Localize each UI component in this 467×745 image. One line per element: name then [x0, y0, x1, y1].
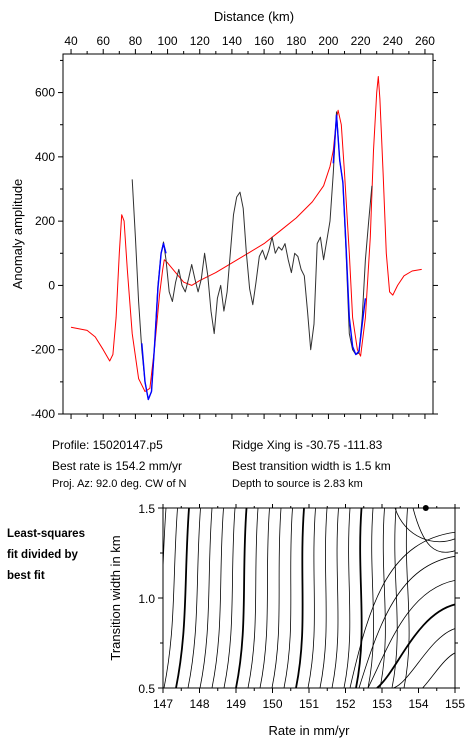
contour-arc: [394, 508, 455, 542]
contour-line: [367, 508, 374, 688]
series-line-3: [332, 114, 367, 356]
y-tick-label: 1.5: [138, 502, 155, 516]
bottom-x-tick-label: 155: [445, 697, 465, 711]
y-tick-label: 0.5: [138, 682, 155, 696]
contour-line: [283, 508, 293, 688]
top-y-axis-label: Anomaly amplitude: [10, 179, 25, 290]
contour-line: [307, 508, 316, 688]
top-x-tick-label: 160: [254, 34, 274, 48]
top-x-tick-label: 40: [64, 34, 78, 48]
bottom-x-tick-label: 151: [299, 697, 319, 711]
bottom-axis-ticks: 147 148 149 150 151 152 153 154 155 0.5 1.0 1.5: [138, 502, 465, 711]
ridge-crossing-text: Ridge Xing is -30.75 -111.83: [232, 438, 383, 452]
contour-line: [355, 508, 363, 688]
top-series-lines: [70, 76, 422, 401]
anomaly-profile-chart: 40 60 80 100 120 140 160 180 200 220 240 260 -400 -20…: [10, 9, 438, 421]
bottom-y-axis-label: Transition width in km: [108, 535, 123, 660]
best-rate-text: Best rate is 154.2 mm/yr: [52, 459, 183, 473]
contour-line-right: [376, 603, 455, 688]
contour-line: [343, 508, 351, 688]
series-line-0: [70, 76, 422, 392]
y-tick-label: 400: [35, 150, 55, 164]
bottom-x-tick-label: 154: [408, 697, 428, 711]
top-x-tick-label: 120: [190, 34, 210, 48]
contour-line: [391, 508, 398, 688]
top-plot-frame: [62, 53, 434, 415]
top-x-tick-label: 260: [415, 34, 435, 48]
bottom-x-tick-label: 149: [226, 697, 246, 711]
contour-line: [271, 508, 282, 688]
top-x-tick-label: 220: [351, 34, 371, 48]
top-axis-ticks: 40 60 80 100 120 140 160 180 200 220 240 260 -400 -20…: [31, 34, 438, 421]
contour-line: [223, 508, 236, 688]
series-line-2: [141, 242, 167, 401]
contour-line-right: [358, 556, 455, 688]
side-label: Least-squares fit divided by best fit: [7, 524, 97, 587]
y-tick-label: -400: [31, 407, 55, 421]
contour-line: [163, 508, 167, 579]
contour-line: [331, 508, 339, 688]
side-label-line-3: best fit: [7, 570, 45, 582]
best-width-text: Best transition width is 1.5 km: [232, 459, 391, 473]
y-tick-label: 600: [35, 86, 55, 100]
contour-line: [379, 508, 386, 688]
profile-text: Profile: 15020147.p5: [52, 438, 163, 452]
bottom-x-tick-label: 152: [335, 697, 355, 711]
bottom-x-tick-label: 148: [189, 697, 209, 711]
top-x-tick-label: 180: [286, 34, 306, 48]
top-x-tick-label: 80: [129, 34, 143, 48]
contour-line: [163, 508, 178, 688]
contour-line-right: [386, 628, 455, 688]
bottom-plot-frame: [162, 507, 456, 689]
contour-arc: [412, 508, 455, 553]
bottom-x-tick-label: 147: [153, 697, 173, 711]
y-tick-label: 0: [48, 278, 55, 292]
y-tick-label: 200: [35, 214, 55, 228]
contour-line: [199, 508, 213, 688]
top-x-tick-label: 200: [318, 34, 338, 48]
side-label-line-1: Least-squares: [7, 528, 85, 540]
contour-line: [247, 508, 259, 688]
y-tick-label: -200: [31, 343, 55, 357]
y-tick-label: 1.0: [138, 592, 155, 606]
bottom-x-tick-label: 153: [372, 697, 392, 711]
contour-line: [187, 508, 201, 688]
contour-line-right: [349, 531, 455, 688]
depth-text: Depth to source is 2.83 km: [232, 478, 363, 490]
contour-lines: [163, 508, 455, 688]
top-x-tick-label: 100: [158, 34, 178, 48]
side-label-line-2: fit divided by: [7, 549, 78, 561]
misfit-contour-chart: 147 148 149 150 151 152 153 154 155 0.5 1.0 1.5 Rat…: [108, 502, 465, 738]
contour-line: [175, 508, 190, 688]
top-x-tick-label: 60: [97, 34, 111, 48]
contour-line: [295, 508, 305, 688]
contour-line: [235, 508, 248, 688]
top-x-tick-label: 140: [222, 34, 242, 48]
contour-line: [403, 508, 410, 688]
best-fit-marker: [422, 505, 429, 511]
contour-line: [259, 508, 270, 688]
projection-azimuth-text: Proj. Az: 92.0 deg. CW of N: [52, 478, 187, 490]
contour-line: [319, 508, 328, 688]
bottom-x-tick-label: 150: [262, 697, 282, 711]
contour-line: [211, 508, 224, 688]
top-x-axis-label: Distance (km): [214, 9, 294, 24]
contour-line-right: [395, 652, 455, 688]
series-line-1: [131, 111, 373, 400]
bottom-x-axis-label: Rate in mm/yr: [269, 723, 351, 738]
top-x-tick-label: 240: [383, 34, 403, 48]
contour-line-right: [367, 580, 455, 688]
